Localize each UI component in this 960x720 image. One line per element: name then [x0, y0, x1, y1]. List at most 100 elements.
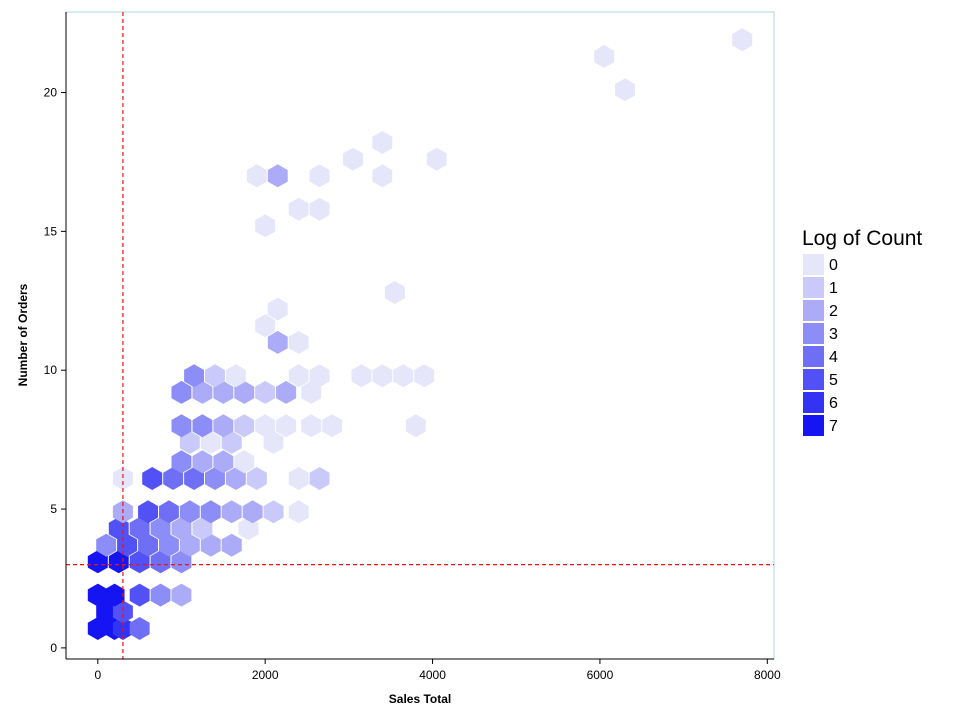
hex-bin-5 [112, 600, 133, 624]
hex-bin-77 [372, 364, 393, 388]
hex-bin-54 [263, 430, 284, 454]
x-axis-title: Sales Total [389, 692, 451, 706]
hex-bin-21 [200, 533, 221, 557]
hex-bin-57 [213, 414, 234, 438]
hex-bin-69 [276, 380, 297, 404]
hex-bin-88 [246, 164, 267, 188]
hex-bin-35 [242, 500, 263, 524]
hex-bin-10 [171, 583, 192, 607]
legend-swatch-1 [803, 277, 824, 298]
hex-bin-50 [234, 450, 255, 474]
hex-bin-53 [221, 430, 242, 454]
hex-bin-82 [255, 314, 276, 338]
hex-bin-30 [138, 500, 158, 524]
hex-bin-89 [267, 164, 288, 188]
x-axis-ticks: 0 2000 4000 6000 8000 [94, 659, 781, 682]
legend-label-2: 2 [829, 303, 838, 320]
hex-bin-3 [129, 617, 150, 640]
hex-bin-63 [405, 414, 426, 438]
hex-bin-96 [594, 44, 615, 68]
hex-bin-52 [200, 430, 221, 454]
hex-bin-73 [225, 364, 246, 388]
hex-bin-55 [171, 414, 192, 438]
hex-bin-8 [129, 583, 150, 607]
hex-bin-76 [351, 364, 372, 388]
hex-bin-51 [179, 430, 200, 454]
hex-bin-7 [104, 583, 125, 607]
legend-swatch-7 [803, 415, 824, 436]
x-tick-label-4000: 4000 [419, 668, 446, 682]
hex-bin-56 [192, 414, 213, 438]
hex-bin-97 [732, 28, 753, 52]
hex-bin-16 [96, 533, 117, 557]
hex-bin-43 [225, 467, 246, 490]
hex-bin-65 [192, 380, 213, 404]
y-tick-label-20: 20 [44, 86, 58, 100]
hex-bin-74 [288, 364, 309, 388]
hex-bin-58 [234, 414, 255, 438]
hex-bin-37 [288, 500, 309, 524]
hex-bin-12 [108, 550, 129, 574]
hex-bin-40 [163, 467, 184, 490]
hex-bin-18 [138, 533, 158, 557]
legend-title: Log of Count [802, 227, 922, 250]
reference-lines [66, 12, 774, 659]
hex-bin-13 [129, 550, 150, 574]
axes: 0 2000 4000 6000 8000 0 5 10 15 20 Sales Total N… [16, 12, 781, 706]
hex-bin-62 [322, 414, 343, 438]
legend-swatch-6 [803, 392, 824, 413]
hex-bin-78 [393, 364, 414, 388]
y-tick-label-5: 5 [50, 502, 57, 516]
hex-bin-26 [171, 517, 192, 540]
hex-bin-81 [288, 330, 309, 354]
hex-bin-41 [184, 467, 204, 490]
hex-bin-86 [288, 197, 309, 221]
hex-bin-25 [150, 517, 171, 540]
y-axis-ticks: 0 5 10 15 20 [44, 86, 66, 655]
hex-bin-94 [372, 131, 393, 154]
hex-bin-47 [171, 450, 192, 474]
hex-bin-22 [221, 533, 242, 557]
legend-items: 0 1 2 3 4 5 6 7 [803, 254, 838, 436]
hex-bin-66 [213, 380, 234, 404]
hex-bin-36 [263, 500, 284, 524]
x-tick-label-6000: 6000 [587, 668, 614, 682]
hex-bin-71 [184, 364, 204, 388]
hex-bin-20 [179, 533, 200, 557]
hex-bin-48 [192, 450, 213, 474]
hex-bin-93 [426, 147, 447, 171]
hex-bin-39 [142, 467, 163, 490]
hex-bin-60 [276, 414, 297, 438]
hexbin-layer [87, 28, 753, 640]
hex-bin-84 [384, 281, 405, 304]
hex-bin-33 [200, 500, 221, 524]
x-tick-label-0: 0 [94, 668, 101, 682]
hex-bin-95 [615, 78, 635, 102]
hex-bin-14 [150, 550, 171, 574]
legend-swatch-2 [803, 300, 824, 321]
x-tick-label-8000: 8000 [754, 668, 781, 682]
hex-bin-19 [159, 533, 179, 557]
hex-bin-87 [309, 197, 330, 221]
hex-bin-67 [234, 380, 255, 404]
hex-bin-11 [87, 550, 108, 574]
legend-label-3: 3 [829, 326, 838, 343]
legend: Log of Count 0 1 2 3 4 5 6 7 [802, 227, 922, 436]
hex-bin-49 [213, 450, 234, 474]
y-tick-label-15: 15 [44, 224, 58, 238]
legend-label-0: 0 [829, 257, 838, 274]
hex-bin-83 [267, 297, 288, 321]
hex-bin-68 [255, 380, 276, 404]
legend-swatch-4 [803, 346, 824, 367]
hex-bin-4 [96, 600, 117, 624]
hex-bin-75 [309, 364, 330, 388]
hex-bin-85 [255, 214, 276, 238]
hex-bin-80 [267, 330, 288, 354]
hex-bin-91 [372, 164, 393, 188]
hex-bin-38 [112, 467, 133, 490]
hex-bin-79 [414, 364, 435, 388]
hex-bin-17 [117, 533, 138, 557]
hex-bin-59 [255, 414, 276, 438]
hex-bin-0 [87, 617, 108, 640]
